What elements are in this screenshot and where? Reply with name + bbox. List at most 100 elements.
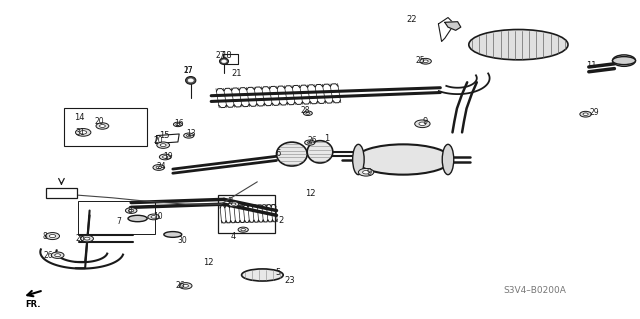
Bar [78,201,155,234]
Text: 28: 28 [300,106,310,115]
Text: 27: 27 [216,51,225,60]
Text: 16: 16 [174,119,184,128]
Circle shape [580,111,591,117]
Text: 23: 23 [284,276,295,285]
Bar [46,188,77,198]
Text: 27: 27 [184,66,193,75]
Circle shape [231,203,236,205]
Ellipse shape [164,232,182,237]
Circle shape [612,55,636,66]
Circle shape [163,156,168,158]
Circle shape [49,234,56,238]
Text: 9: 9 [366,168,371,177]
Text: 26: 26 [44,251,53,260]
Bar [218,195,275,233]
Bar [64,108,147,146]
Text: 9: 9 [422,117,428,126]
Text: E-4: E-4 [47,189,61,197]
Circle shape [303,111,312,115]
Ellipse shape [469,30,568,60]
Ellipse shape [220,58,228,64]
Text: 13: 13 [186,130,196,138]
Text: 4: 4 [230,232,236,241]
Circle shape [306,112,310,114]
Text: 18: 18 [221,51,232,60]
Circle shape [358,168,374,176]
Text: 2: 2 [278,216,284,225]
Text: 29: 29 [589,108,599,117]
Ellipse shape [353,144,364,175]
Circle shape [148,214,159,220]
Text: 11: 11 [586,61,596,70]
Circle shape [176,123,180,125]
Circle shape [583,113,588,115]
Circle shape [415,120,430,128]
Ellipse shape [186,77,196,84]
Text: S3V4–B0200A: S3V4–B0200A [503,286,566,295]
Circle shape [238,227,248,232]
Ellipse shape [442,144,454,175]
Text: 12: 12 [305,189,316,198]
Text: 24: 24 [156,162,166,171]
Circle shape [241,228,246,231]
Text: FR.: FR. [26,300,41,309]
Circle shape [186,134,191,137]
Text: 14: 14 [74,113,84,122]
Circle shape [84,237,90,240]
Ellipse shape [307,141,333,163]
Text: 26: 26 [307,136,317,145]
Circle shape [423,60,428,63]
Text: 26: 26 [175,281,185,290]
Circle shape [305,140,315,145]
Circle shape [184,133,194,138]
Circle shape [179,283,192,289]
Text: 1: 1 [324,134,329,143]
Circle shape [420,58,431,64]
Circle shape [153,165,164,170]
Circle shape [419,122,426,125]
Text: 10: 10 [154,212,163,221]
Text: 26: 26 [76,234,85,243]
Ellipse shape [355,144,451,175]
Ellipse shape [241,269,283,281]
Circle shape [183,285,188,287]
Circle shape [129,209,134,212]
Text: 20: 20 [154,136,163,145]
Text: 25: 25 [416,56,426,65]
Text: 8: 8 [43,232,47,241]
Circle shape [307,141,312,144]
Circle shape [45,233,60,240]
Text: 30: 30 [177,236,187,245]
Text: 22: 22 [406,15,417,24]
Circle shape [96,123,109,129]
Text: 15: 15 [159,131,169,140]
Circle shape [125,208,137,213]
Text: 20: 20 [95,117,104,126]
Circle shape [173,122,182,127]
Circle shape [81,235,93,242]
Text: 6: 6 [275,149,280,158]
Text: 7: 7 [116,217,122,226]
Text: 12: 12 [204,258,214,267]
Text: 17: 17 [184,66,193,75]
Circle shape [76,129,91,136]
Text: 5: 5 [275,268,280,277]
Text: 31: 31 [76,128,85,137]
Text: 8: 8 [128,206,132,215]
Ellipse shape [128,215,147,222]
Text: 19: 19 [163,152,173,161]
Circle shape [157,142,170,148]
Circle shape [54,254,60,256]
Circle shape [51,252,64,258]
Text: 3: 3 [227,197,232,206]
Circle shape [100,125,105,127]
Circle shape [159,154,171,160]
Circle shape [228,202,239,207]
Circle shape [151,216,156,218]
Ellipse shape [612,57,636,65]
Circle shape [80,131,86,134]
Circle shape [156,166,161,169]
Text: 21: 21 [232,69,242,78]
Circle shape [363,171,369,174]
Circle shape [160,144,166,147]
